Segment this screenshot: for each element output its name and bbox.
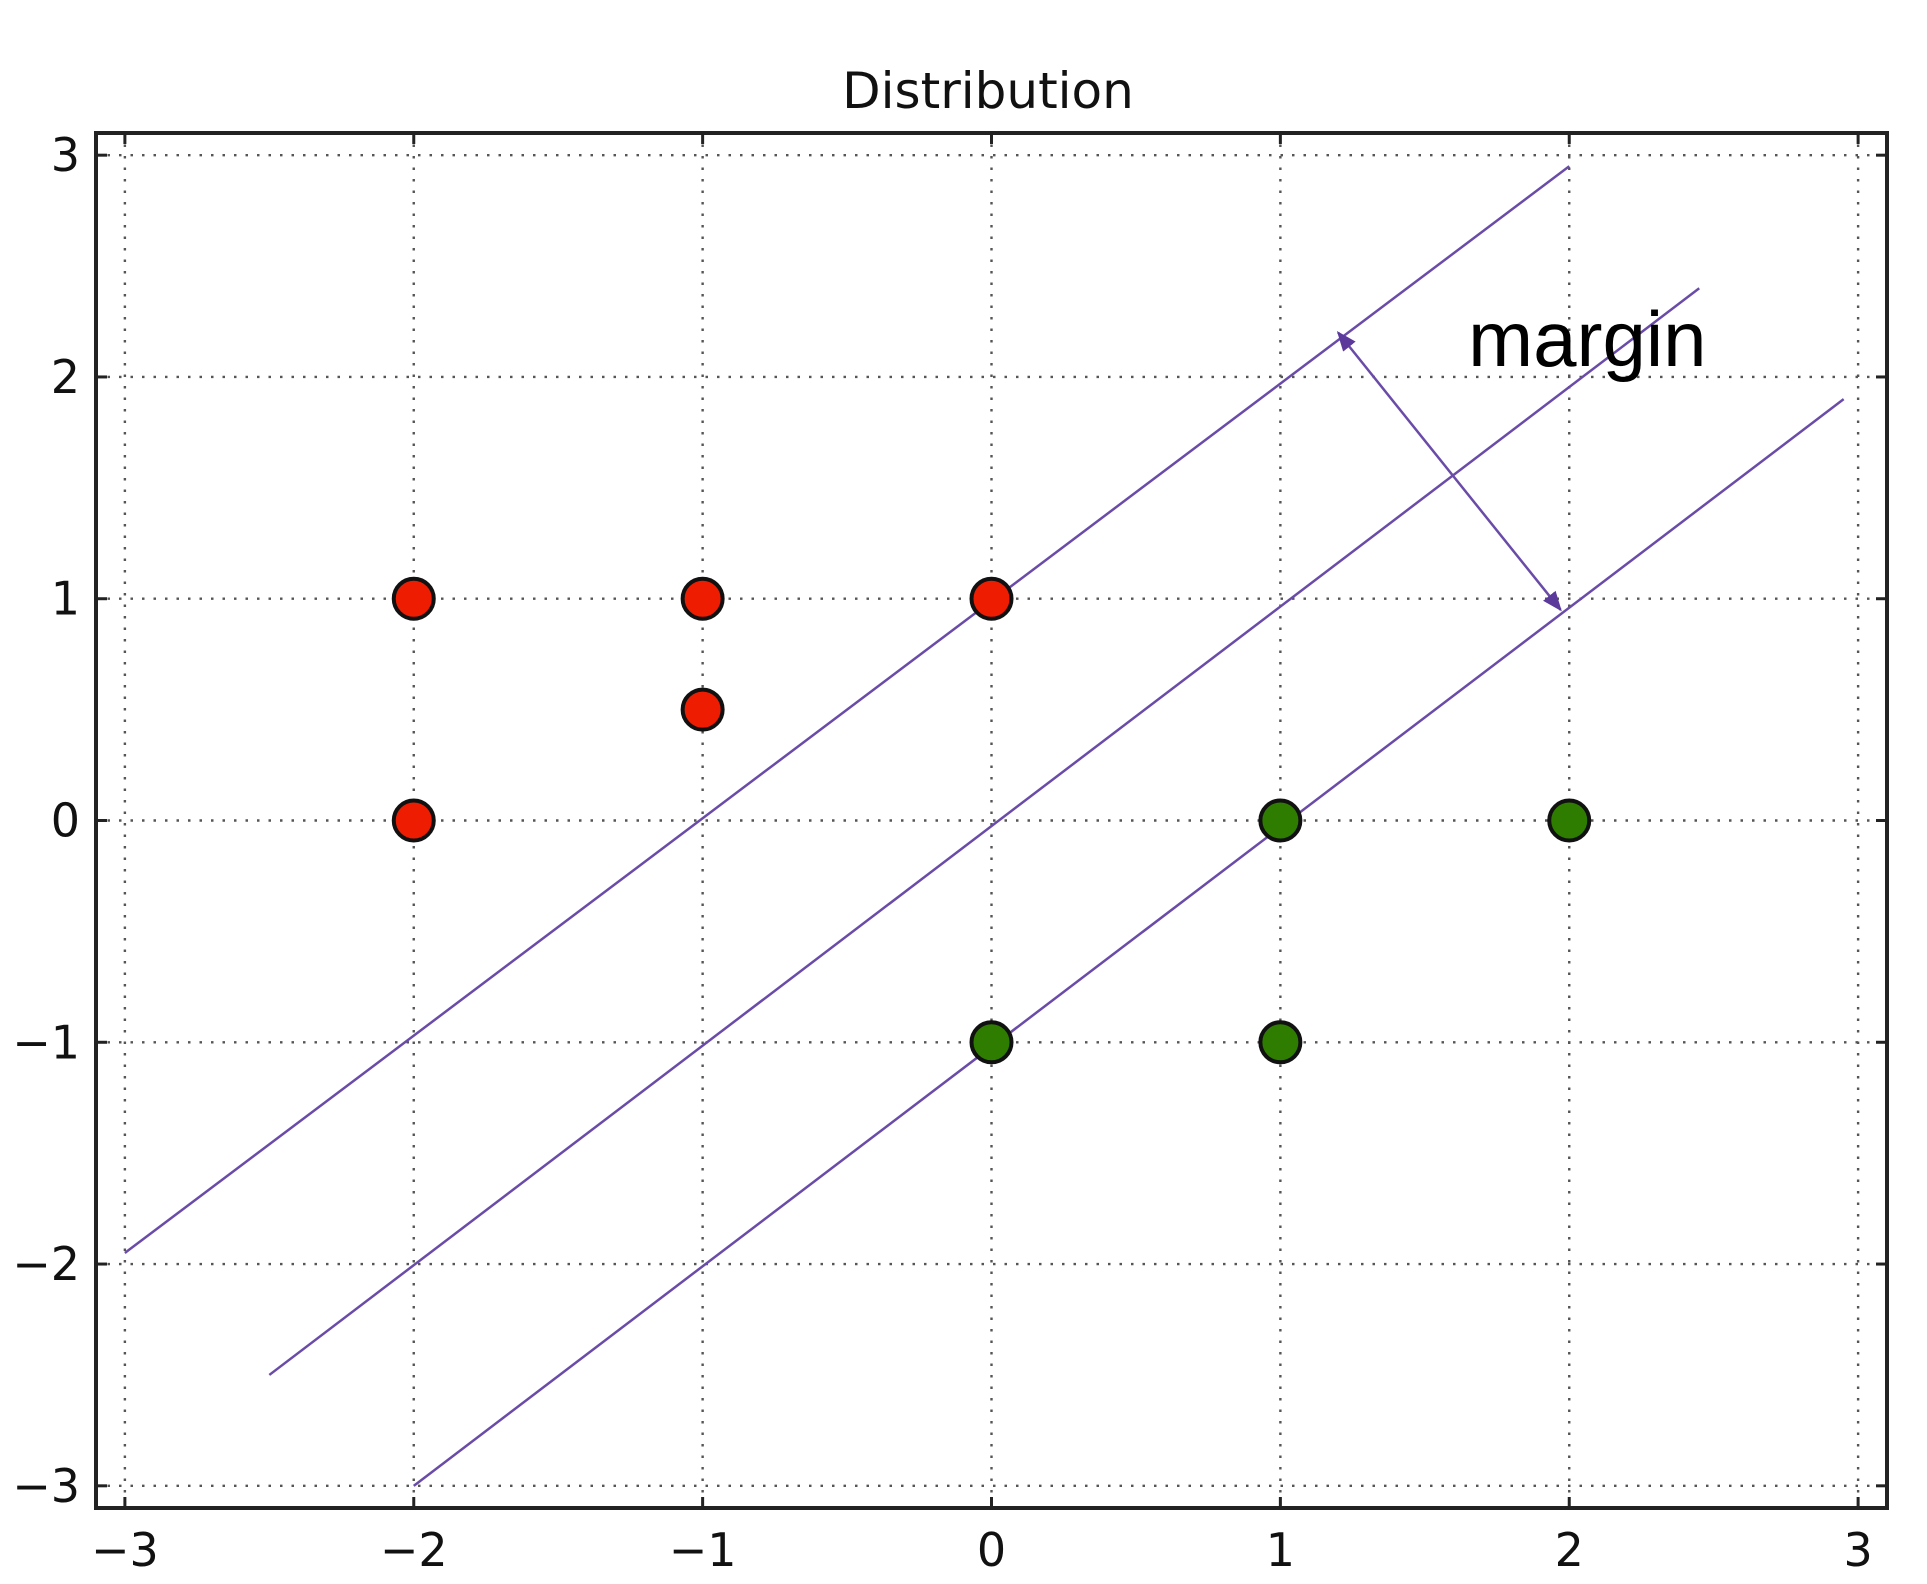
- data-point-s0-0: [391, 576, 436, 621]
- x-tick-label: 1: [1266, 1523, 1295, 1577]
- margin-arrow: [1336, 331, 1562, 612]
- y-tick-label: 0: [51, 794, 80, 848]
- data-point-s1-2: [969, 1020, 1014, 1065]
- margin-line-0: [124, 165, 1570, 1254]
- data-point-s0-1: [680, 576, 725, 621]
- data-point-s1-1: [1547, 798, 1592, 843]
- y-tick-label: 3: [51, 128, 80, 182]
- data-point-s1-0: [1258, 798, 1303, 843]
- y-tick-label: −2: [12, 1237, 80, 1291]
- y-tick-label: −3: [12, 1459, 80, 1513]
- data-point-s0-4: [391, 798, 436, 843]
- annotations: margin: [1336, 295, 1707, 612]
- margin-line-1: [268, 287, 1700, 1376]
- data-point-s1-3: [1258, 1020, 1303, 1065]
- x-tick-label: −2: [380, 1523, 448, 1577]
- x-tick-label: −3: [91, 1523, 159, 1577]
- data-points: [391, 576, 1592, 1065]
- chart-title: Distribution: [842, 62, 1134, 120]
- x-tick-label: 3: [1843, 1523, 1872, 1577]
- data-point-s0-3: [680, 687, 725, 732]
- y-tick-label: −1: [12, 1015, 80, 1069]
- margin-line-2: [413, 398, 1845, 1487]
- axis-ticks: −3 −2 −1 0 1 2 3 −3 −2 −1 0 1 2 3: [12, 128, 1887, 1577]
- x-tick-label: −1: [669, 1523, 737, 1577]
- annotation-label: margin: [1468, 295, 1706, 383]
- x-tick-label: 0: [977, 1523, 1006, 1577]
- data-point-s0-2: [969, 576, 1014, 621]
- y-tick-label: 1: [51, 572, 80, 626]
- x-tick-label: 2: [1555, 1523, 1584, 1577]
- y-tick-label: 2: [51, 350, 80, 404]
